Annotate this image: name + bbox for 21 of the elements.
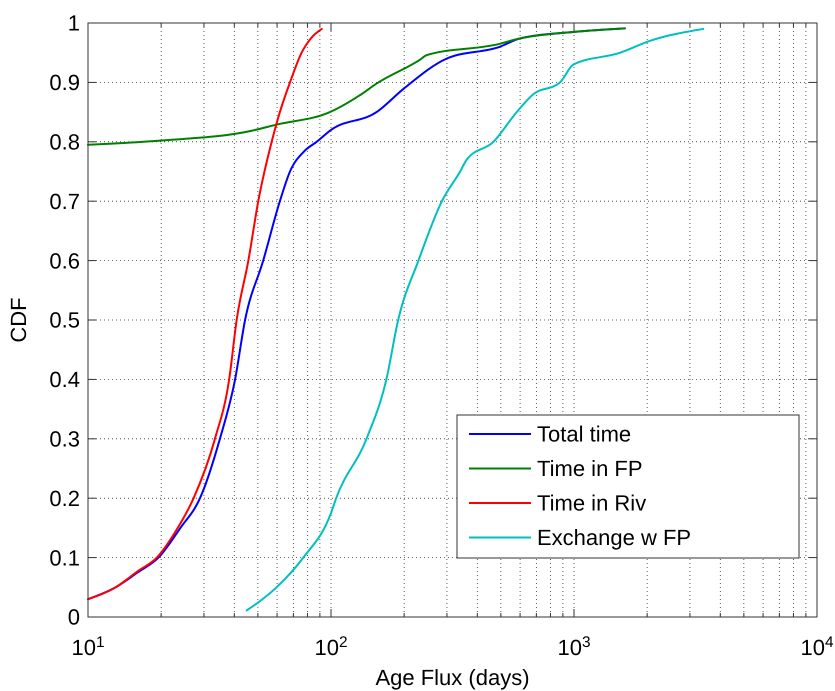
x-tick-label: 10$^{4}$ (800, 634, 834, 660)
y-tick-label: 0.3 (49, 426, 80, 452)
legend-label: Exchange w FP (537, 525, 692, 550)
x-axis-title: Age Flux (days) (375, 665, 530, 690)
y-tick-label: 0.4 (49, 367, 80, 392)
y-tick-label: 1 (68, 10, 80, 36)
legend-label: Total time (537, 422, 632, 447)
y-tick-label: 0.8 (49, 130, 80, 154)
legend-label: Time in Riv (537, 490, 646, 516)
y-axis-title: CDF (6, 297, 31, 343)
y-tick-label: 0 (68, 604, 80, 630)
legend-label: Time in FP (537, 456, 643, 482)
y-tick-label: 0.5 (49, 308, 80, 333)
y-tick-label: 0.7 (49, 188, 80, 214)
y-tick-label: 0.2 (49, 486, 80, 511)
x-tick-label: 10$^{1}$ (71, 634, 105, 660)
y-tick-label: 0.6 (49, 248, 80, 274)
x-tick-label: 10$^{2}$ (314, 634, 348, 660)
y-tick-label: 0.9 (49, 70, 80, 96)
y-tick-label: 0.1 (49, 545, 80, 570)
x-tick-label: 10$^{3}$ (557, 634, 591, 660)
